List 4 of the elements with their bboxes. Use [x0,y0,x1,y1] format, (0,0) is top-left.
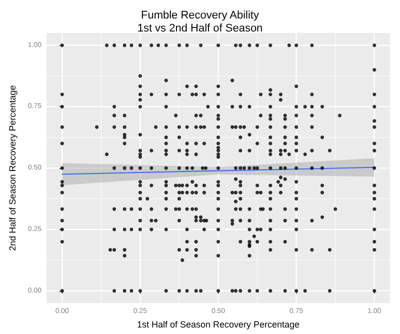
chart-subtitle: 1st vs 2nd Half of Season [137,22,263,34]
y-axis-title: 2nd Half of Season Recovery Percentage [8,85,18,251]
x-axis-title: 1st Half of Season Recovery Percentage [136,320,300,330]
chart-title: Fumble Recovery Ability [141,10,260,22]
